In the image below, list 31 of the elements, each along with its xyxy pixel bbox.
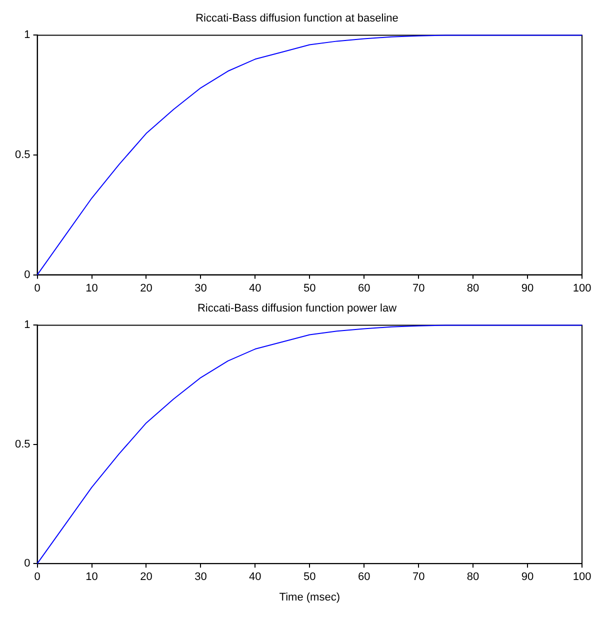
y-tick-label: 1 [24, 29, 30, 42]
chart-title: Riccati-Bass diffusion function power law [197, 302, 397, 315]
x-tick-label: 40 [249, 282, 262, 294]
x-tick-label: 50 [304, 571, 316, 584]
x-tick-label: 0 [34, 571, 40, 584]
x-tick-label: 30 [194, 571, 207, 584]
x-tick-label: 60 [358, 282, 370, 294]
y-tick-label: 0.5 [14, 438, 30, 450]
x-tick-label: 100 [572, 282, 592, 294]
x-tick-label: 60 [358, 571, 370, 584]
x-tick-label: 90 [521, 282, 534, 294]
x-tick-label: 30 [194, 282, 207, 294]
y-tick-label: 0 [24, 268, 30, 281]
x-tick-label: 50 [304, 282, 316, 294]
y-tick-label: 0.5 [14, 149, 30, 162]
y-tick-label: 0 [24, 558, 30, 570]
x-tick-label: 10 [86, 571, 98, 584]
x-tick-label: 100 [572, 571, 592, 584]
x-tick-label: 80 [466, 282, 480, 294]
x-tick-label: 70 [412, 571, 425, 584]
x-tick-label: 20 [140, 282, 152, 294]
x-tick-label: 40 [249, 571, 262, 584]
x-tick-label: 20 [140, 571, 152, 584]
x-tick-label: 0 [34, 282, 40, 294]
x-tick-label: 10 [86, 282, 98, 294]
x-tick-label: 80 [466, 571, 480, 584]
x-axis-title: Time (msec) [279, 591, 340, 604]
x-tick-label: 90 [521, 571, 534, 584]
x-tick-label: 70 [412, 282, 425, 294]
y-tick-label: 1 [24, 319, 30, 332]
chart-title: Riccati-Bass diffusion function at baseline [196, 12, 398, 25]
